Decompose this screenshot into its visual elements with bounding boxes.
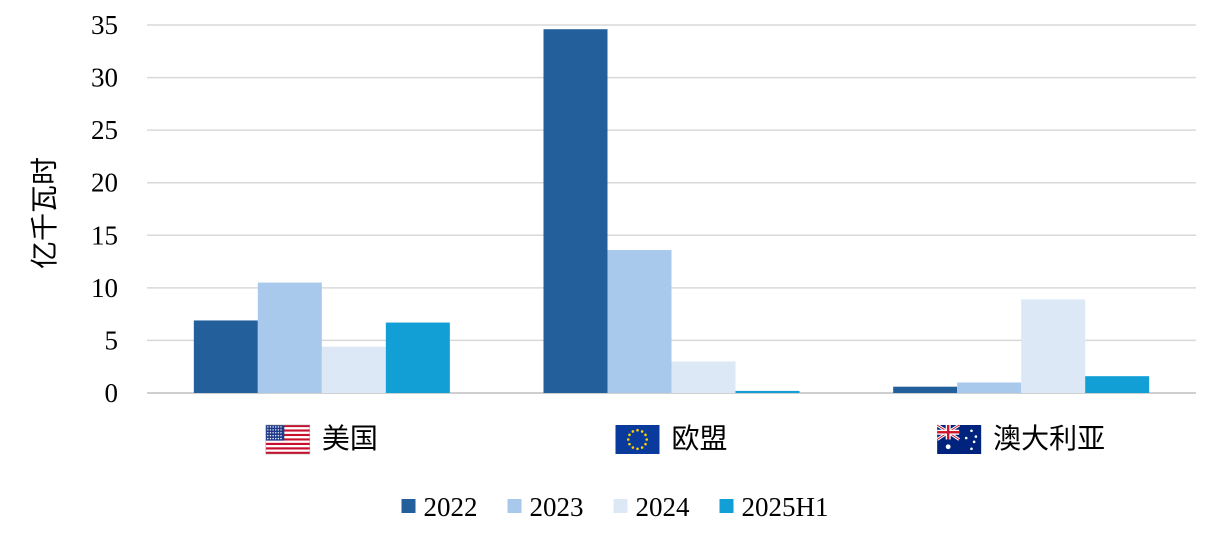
- legend-swatch: [613, 499, 628, 513]
- legend-entry-label: 2025H1: [742, 492, 829, 522]
- x-category-label: 欧盟: [672, 422, 728, 455]
- bar-2023-欧盟: [607, 250, 672, 393]
- bar-2022-澳大利亚: [893, 386, 958, 393]
- bar-2023-澳大利亚: [957, 382, 1022, 393]
- bar-2023-美国: [257, 282, 322, 393]
- legend: 2022 2023 2024 2025H1: [401, 492, 829, 522]
- australia-flag-icon: [936, 423, 982, 454]
- legend-entry-label: 2022: [424, 492, 478, 522]
- bar-2024-欧盟: [671, 361, 736, 393]
- bar-2025H1-欧盟: [735, 390, 800, 393]
- y-tick-label: 10: [91, 273, 118, 303]
- bar-2022-美国: [193, 320, 258, 393]
- us-flag-icon: [265, 424, 311, 455]
- legend-swatch: [507, 499, 522, 513]
- legend-swatch: [401, 499, 416, 513]
- x-category-label: 美国: [322, 422, 378, 455]
- y-tick-label: 20: [91, 168, 118, 198]
- y-tick-label: 15: [91, 220, 118, 250]
- y-tick-label: 25: [91, 115, 118, 145]
- legend-entry-label: 2023: [530, 492, 584, 522]
- bar-2022-欧盟: [543, 29, 608, 393]
- bar-2024-澳大利亚: [1021, 299, 1086, 393]
- x-category-label: 澳大利亚: [993, 422, 1105, 455]
- y-tick-label: 0: [105, 378, 119, 408]
- y-tick-label: 5: [105, 325, 119, 355]
- bar-2025H1-澳大利亚: [1085, 376, 1150, 393]
- y-tick-label: 30: [91, 63, 118, 93]
- legend-swatch: [719, 499, 734, 513]
- x-axis-categories: 美国 欧盟 澳大利亚: [265, 422, 1105, 455]
- y-axis-label: 亿千瓦时: [28, 157, 61, 269]
- bar-2025H1-美国: [385, 322, 450, 393]
- bar-2024-美国: [321, 346, 386, 393]
- bars: [193, 29, 1150, 393]
- y-axis-ticks: 0 5 10 15 20 25 30 35: [91, 10, 118, 408]
- legend-entry-label: 2024: [636, 492, 691, 522]
- eu-flag-icon: [615, 425, 660, 454]
- y-tick-label: 35: [91, 10, 118, 40]
